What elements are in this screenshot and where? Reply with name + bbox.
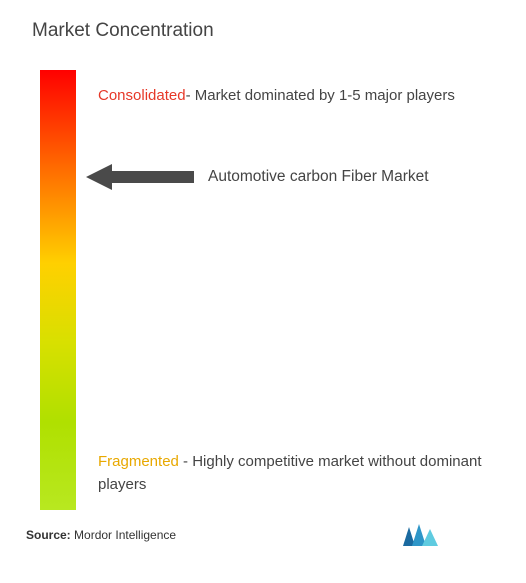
fragmented-label: Fragmented: [98, 453, 179, 470]
consolidated-description: Consolidated- Market dominated by 1-5 ma…: [98, 84, 492, 107]
source-value: Mordor Intelligence: [71, 528, 176, 542]
fragmented-description: Fragmented - Highly competitive market w…: [98, 450, 492, 497]
consolidated-label: Consolidated: [98, 87, 186, 104]
source-label: Source:: [26, 528, 71, 542]
marker-label: Automotive carbon Fiber Market: [208, 168, 429, 186]
concentration-gradient-bar: [40, 70, 76, 510]
page-title: Market Concentration: [32, 20, 502, 42]
source-text: Source: Mordor Intelligence: [26, 528, 176, 542]
mordor-logo-icon: [402, 524, 442, 546]
source-row: Source: Mordor Intelligence: [24, 524, 502, 546]
consolidated-text: - Market dominated by 1-5 major players: [186, 87, 455, 104]
arrow-left-icon: [86, 164, 194, 190]
chart-area: Consolidated- Market dominated by 1-5 ma…: [24, 70, 502, 510]
market-position-marker: Automotive carbon Fiber Market: [86, 164, 429, 190]
